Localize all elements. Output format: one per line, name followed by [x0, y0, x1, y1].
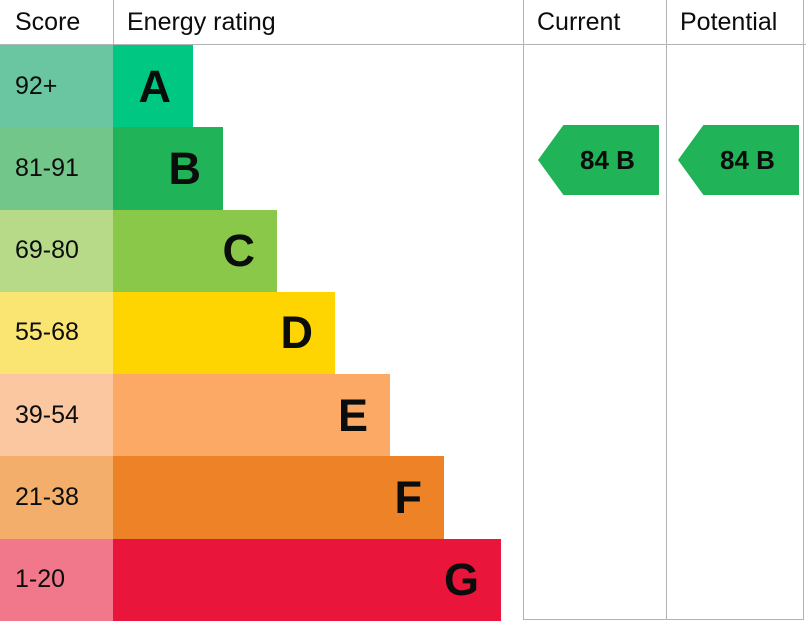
score-range: 81-91 — [0, 127, 113, 210]
score-range: 55-68 — [0, 291, 113, 375]
rating-band-row: 81-91 B — [0, 127, 523, 210]
current-column: Current 84 B — [523, 0, 666, 620]
header-energy-rating: Energy rating — [127, 8, 276, 36]
score-range: 92+ — [0, 45, 113, 128]
rating-bar: B — [113, 127, 223, 210]
score-range: 21-38 — [0, 456, 113, 539]
current-rating-arrow: 84 B — [538, 125, 659, 195]
rating-bar: D — [113, 291, 335, 375]
rating-band-row: 55-68 D — [0, 291, 523, 375]
header-potential: Potential — [680, 8, 778, 36]
rating-bar: C — [113, 209, 277, 292]
rating-band-row: 21-38 F — [0, 456, 523, 539]
rating-band-row: 92+ A — [0, 45, 523, 128]
potential-column: Potential 84 B — [666, 0, 804, 620]
potential-rating-arrow: 84 B — [678, 125, 799, 195]
score-range: 69-80 — [0, 209, 113, 292]
header-score: Score — [15, 8, 81, 36]
score-range: 1-20 — [0, 538, 113, 621]
rating-bar: A — [113, 45, 193, 128]
rating-bar: E — [113, 374, 390, 457]
rating-bar: F — [113, 456, 444, 539]
rating-bands: 92+ A 81-91 B 69-80 C 55-68 D 39-54 E 21… — [0, 45, 523, 621]
header-current: Current — [537, 8, 621, 36]
rating-band-row: 69-80 C — [0, 209, 523, 292]
table-header: Score Energy rating — [0, 0, 806, 45]
rating-band-row: 39-54 E — [0, 374, 523, 457]
rating-band-row: 1-20 G — [0, 538, 523, 621]
score-range: 39-54 — [0, 374, 113, 457]
header-divider — [113, 0, 114, 44]
rating-bar: G — [113, 538, 501, 621]
